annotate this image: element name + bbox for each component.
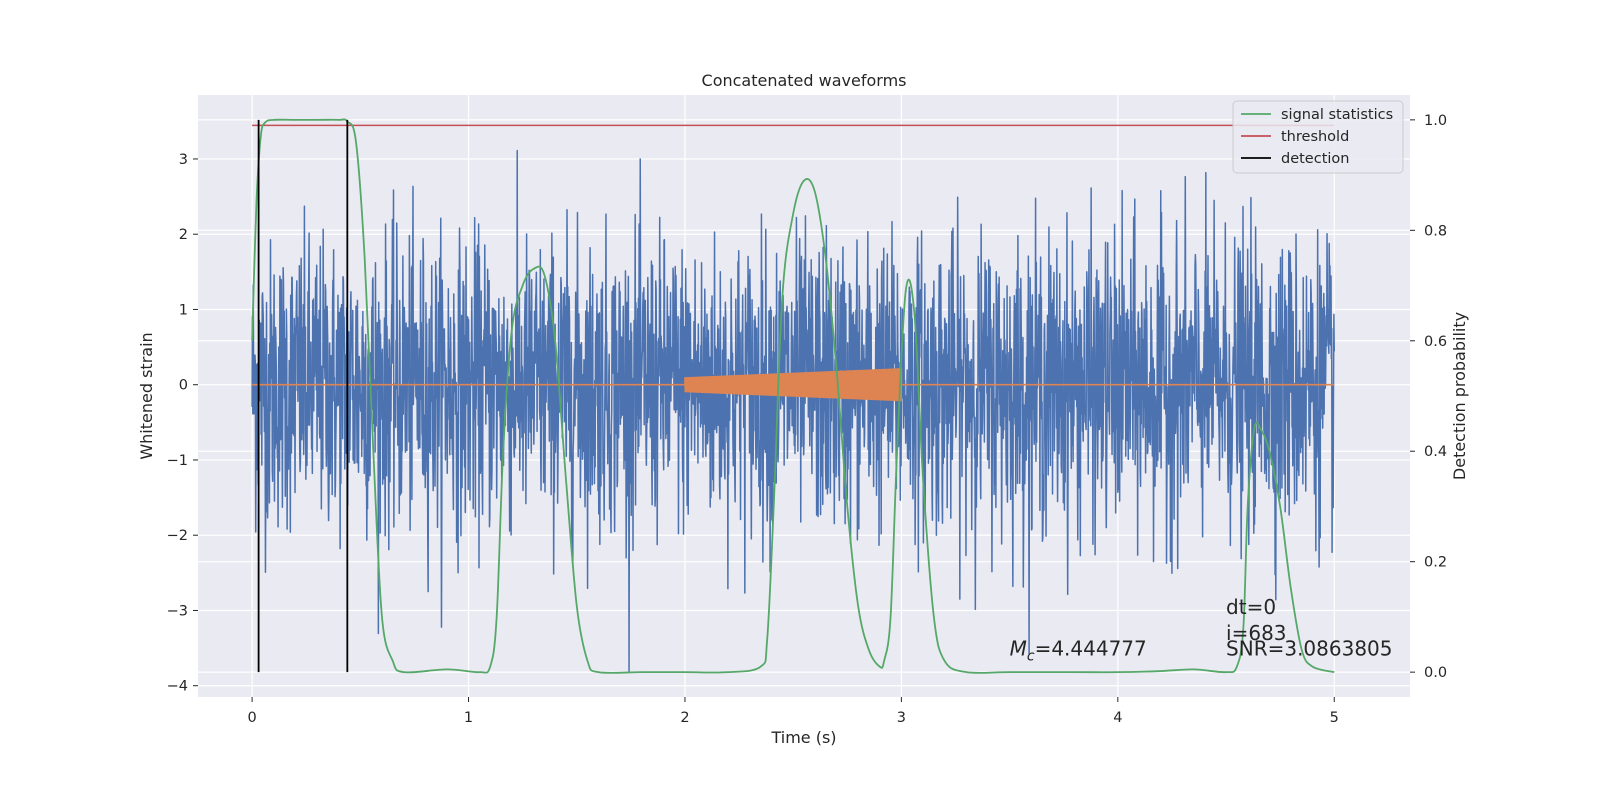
annotation-subscript: c: [1027, 649, 1035, 665]
legend: signal statistics threshold detection: [1232, 100, 1404, 174]
y-tick-label: 3: [179, 152, 188, 168]
x-tick-label: 2: [680, 710, 689, 726]
y-tick-label: 1: [179, 302, 188, 318]
template-series-line: [252, 368, 1335, 402]
y2-tick-label: 1.0: [1424, 113, 1447, 129]
signal-statistics-line: [251, 118, 1335, 674]
legend-box: [1232, 100, 1404, 174]
x-tick-label: 1: [464, 710, 473, 726]
annotation-i: i=683: [1226, 621, 1287, 645]
x-tick-label: 0: [247, 710, 256, 726]
x-axis-label: Time (s): [770, 728, 836, 747]
y2-axis-label: Detection probability: [1450, 312, 1469, 480]
x-tick-label: 4: [1113, 710, 1122, 726]
y-axis-label: Whitened strain: [137, 332, 156, 459]
y2-tick-label: 0.2: [1424, 555, 1447, 571]
y-tick-label: −4: [167, 679, 188, 695]
legend-label-detection: detection: [1281, 151, 1349, 167]
annotation-snr: SNR=3.0863805: [1226, 637, 1392, 661]
annotation-mc: Mc=4.444777: [1010, 637, 1147, 665]
y-tick-label: 2: [179, 227, 188, 243]
data-layer: [251, 118, 1335, 674]
y2-tick-label: 0.6: [1424, 334, 1447, 350]
y-tick-label: −1: [167, 453, 188, 469]
annotation-dt: dt=0: [1226, 595, 1276, 619]
y2-tick-label: 0.0: [1424, 665, 1447, 681]
x-tick-label: 5: [1330, 710, 1339, 726]
tick-layer: 0 1 2 3 4 5 −4 −3 −2 −1 0 1 2 3 0.0 0.2 0.4 0.6 0.8 1.0: [167, 113, 1447, 726]
legend-label-threshold: threshold: [1281, 129, 1349, 145]
y-tick-label: −3: [167, 603, 188, 619]
x-tick-label: 3: [897, 710, 906, 726]
annotation-symbol: M: [1010, 637, 1027, 661]
y2-tick-label: 0.4: [1424, 444, 1447, 460]
y-tick-label: 0: [179, 378, 188, 394]
y2-tick-label: 0.8: [1424, 223, 1447, 239]
legend-label-signal: signal statistics: [1281, 107, 1393, 123]
y-tick-label: −2: [167, 528, 188, 544]
chart-title: Concatenated waveforms: [702, 71, 907, 90]
annotation-value: =4.444777: [1035, 637, 1147, 661]
